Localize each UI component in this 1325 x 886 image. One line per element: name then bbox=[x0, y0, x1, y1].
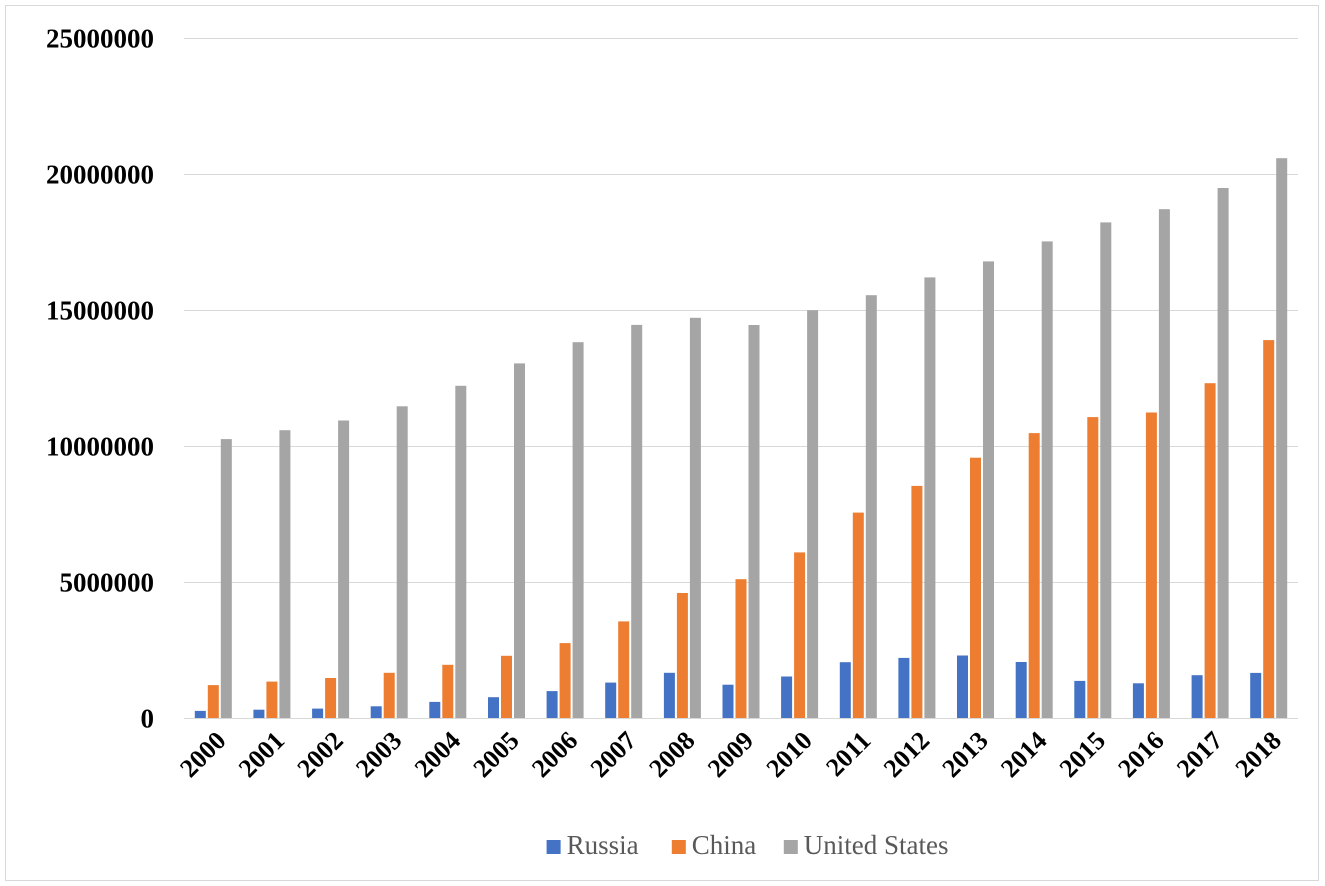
bar-united-states bbox=[1276, 158, 1288, 718]
bar-china bbox=[383, 672, 395, 718]
y-tick-label: 0 bbox=[141, 704, 155, 734]
bar-russia bbox=[1191, 675, 1203, 718]
x-tick-label: 2005 bbox=[467, 726, 524, 783]
x-tick-label: 2000 bbox=[174, 726, 231, 783]
bar-united-states bbox=[1158, 209, 1170, 718]
bar-china bbox=[501, 655, 512, 718]
bar-china bbox=[618, 621, 630, 718]
x-tick-label: 2006 bbox=[526, 726, 583, 783]
bar-united-states bbox=[689, 317, 701, 718]
bar-russia bbox=[370, 706, 382, 718]
bar-russia bbox=[1074, 680, 1086, 718]
bar-china bbox=[266, 681, 278, 718]
bar-russia bbox=[957, 655, 968, 718]
x-tick-label: 2001 bbox=[233, 726, 290, 783]
y-tick-label: 20000000 bbox=[46, 160, 154, 190]
x-tick-label: 2010 bbox=[761, 726, 818, 783]
legend: Russia China United States bbox=[546, 830, 949, 860]
x-tick-label: 2017 bbox=[1171, 726, 1228, 783]
bar-russia bbox=[312, 708, 324, 718]
bar-russia bbox=[546, 691, 558, 718]
bar-united-states bbox=[338, 420, 350, 718]
bar-russia bbox=[722, 684, 734, 718]
bar-china bbox=[559, 643, 571, 718]
bar-united-states bbox=[807, 310, 819, 718]
y-axis: 0 5000000 10000000 15000000 20000000 25000000 bbox=[46, 24, 154, 734]
x-tick-label: 2004 bbox=[409, 726, 466, 783]
bar-china bbox=[1087, 417, 1099, 718]
bar-united-states bbox=[748, 325, 760, 718]
bar-russia bbox=[253, 709, 265, 718]
x-tick-label: 2008 bbox=[643, 726, 700, 783]
bar-russia bbox=[605, 682, 617, 718]
x-tick-label: 2007 bbox=[585, 726, 642, 783]
bar-russia bbox=[781, 676, 793, 718]
bar-russia bbox=[839, 662, 851, 718]
x-tick-label: 2016 bbox=[1112, 726, 1169, 783]
bar-china bbox=[970, 457, 981, 718]
x-tick-label: 2014 bbox=[995, 726, 1052, 783]
y-tick-label: 15000000 bbox=[46, 296, 154, 326]
y-tick-label: 25000000 bbox=[46, 24, 154, 54]
bar-china bbox=[794, 552, 806, 718]
bar-china bbox=[676, 593, 688, 718]
bar-united-states bbox=[1041, 241, 1053, 718]
bar-russia bbox=[1132, 683, 1144, 718]
x-tick-label: 2009 bbox=[702, 726, 759, 783]
bar-united-states bbox=[631, 324, 643, 718]
x-tick-label: 2018 bbox=[1230, 726, 1287, 783]
bar-china bbox=[1028, 433, 1040, 718]
legend-label: China bbox=[692, 830, 757, 860]
bar-russia bbox=[1250, 672, 1262, 718]
bar-united-states bbox=[1100, 222, 1112, 718]
bar-russia bbox=[663, 672, 675, 718]
bar-united-states bbox=[455, 385, 467, 718]
bar-united-states bbox=[572, 342, 584, 718]
bar-united-states bbox=[514, 363, 525, 718]
y-tick-label: 5000000 bbox=[60, 568, 155, 598]
bar-china bbox=[207, 685, 219, 718]
gridlines bbox=[184, 38, 1298, 719]
bars bbox=[194, 158, 1288, 718]
bar-china bbox=[852, 512, 864, 718]
bar-china bbox=[1204, 383, 1216, 718]
bar-china bbox=[1145, 412, 1157, 718]
bar-united-states bbox=[279, 430, 291, 718]
legend-label: Russia bbox=[567, 830, 639, 860]
bar-united-states bbox=[396, 406, 408, 718]
bar-china bbox=[442, 664, 454, 718]
x-tick-label: 2012 bbox=[878, 726, 935, 783]
x-tick-label: 2002 bbox=[292, 726, 349, 783]
bar-russia bbox=[488, 697, 499, 718]
bar-russia bbox=[429, 701, 441, 718]
x-axis: 2000 2001 2002 2003 2004 2005 2006 2007 2008 2009… bbox=[174, 726, 1287, 783]
x-tick-label: 2015 bbox=[1054, 726, 1111, 783]
x-tick-label: 2011 bbox=[820, 726, 876, 782]
bar-russia bbox=[1015, 662, 1027, 718]
bar-united-states bbox=[220, 439, 232, 718]
bar-united-states bbox=[865, 295, 877, 718]
legend-swatch bbox=[546, 840, 561, 854]
legend-swatch bbox=[671, 840, 686, 854]
bar-china bbox=[911, 485, 923, 718]
bar-united-states bbox=[1217, 188, 1229, 718]
legend-swatch bbox=[783, 840, 798, 854]
y-tick-label: 10000000 bbox=[46, 432, 154, 462]
bar-china bbox=[1263, 340, 1275, 718]
bar-china bbox=[735, 579, 747, 718]
x-tick-label: 2003 bbox=[350, 726, 407, 783]
bar-united-states bbox=[924, 277, 936, 718]
bar-russia bbox=[194, 710, 206, 718]
bar-china bbox=[325, 678, 337, 718]
bar-russia bbox=[898, 657, 910, 718]
legend-label: United States bbox=[804, 830, 949, 860]
chart-frame bbox=[5, 5, 1319, 881]
x-tick-label: 2013 bbox=[936, 726, 993, 783]
bar-united-states bbox=[983, 261, 994, 718]
